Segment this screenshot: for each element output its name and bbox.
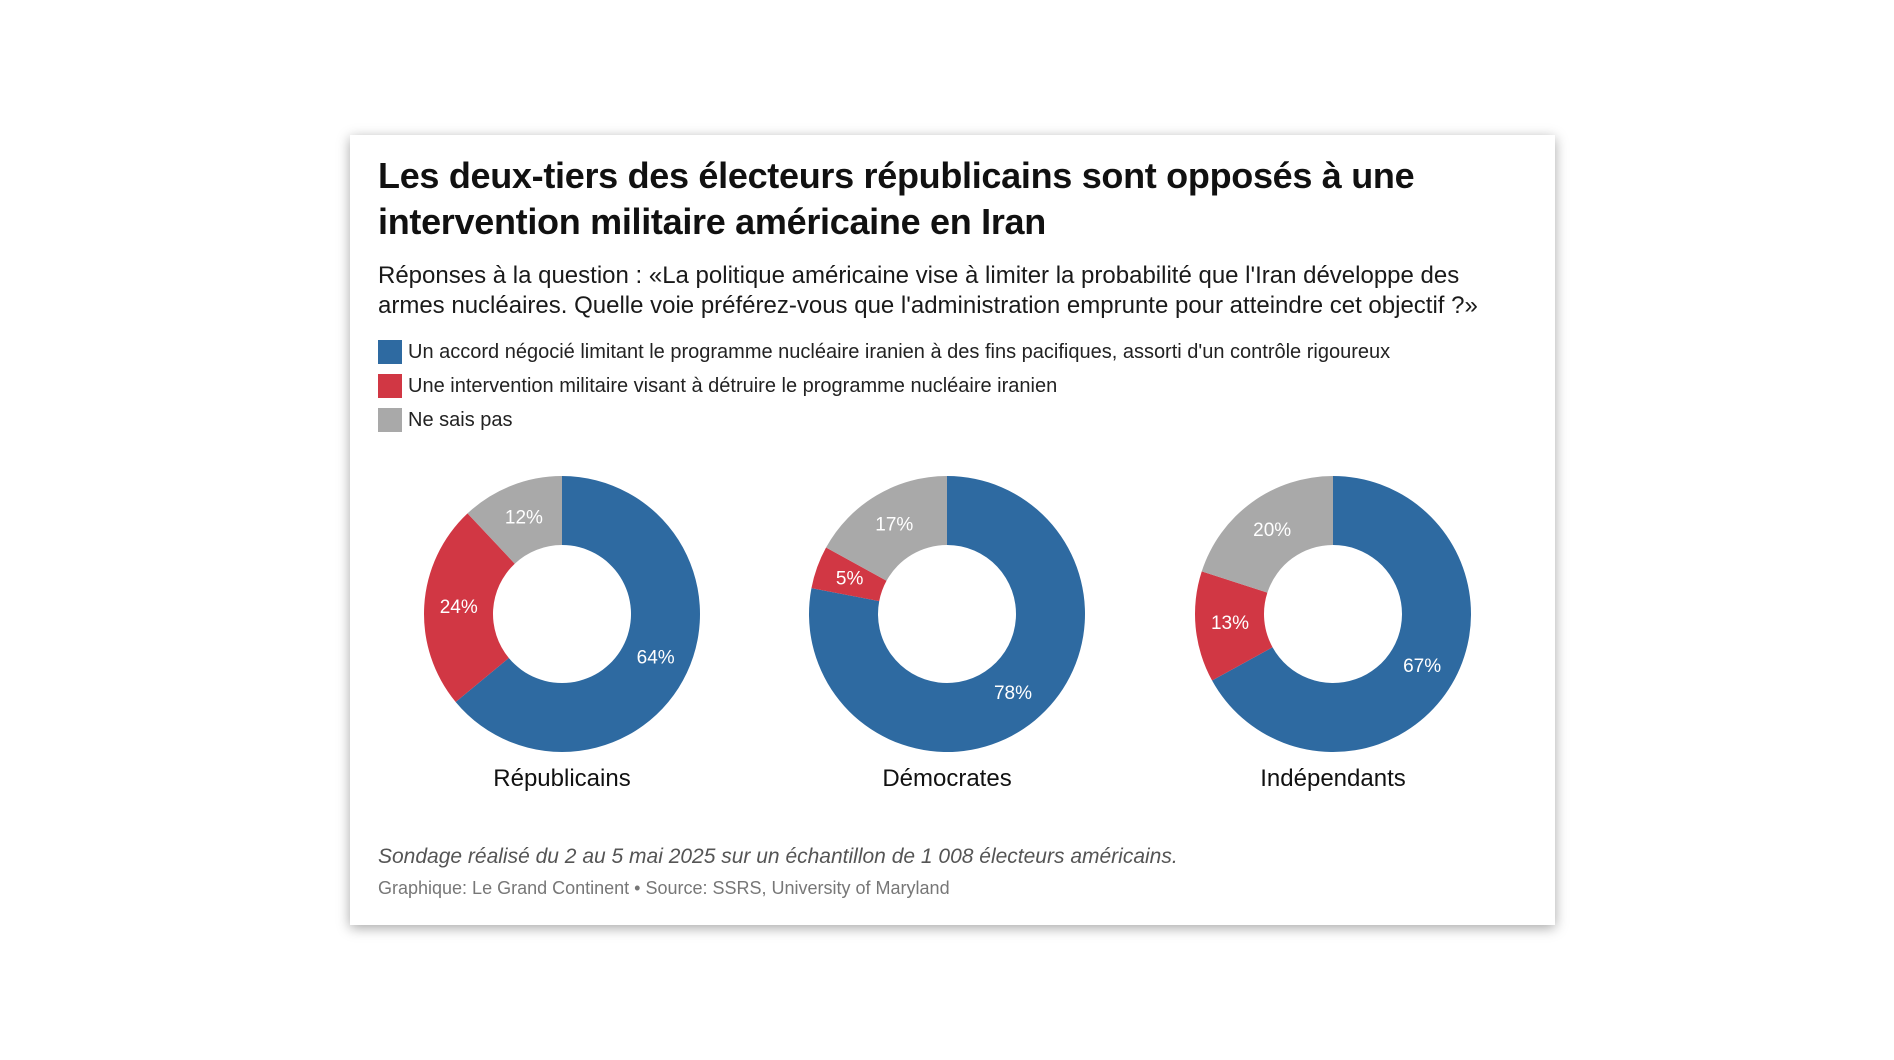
slice-label-intervention: 24%: [440, 597, 478, 618]
chart-header: Les deux-tiers des électeurs républicain…: [378, 153, 1527, 437]
slice-ne-sais-pas: [467, 476, 562, 564]
slice-intervention: [811, 547, 887, 602]
legend: Un accord négocié limitant le programme …: [378, 335, 1527, 437]
slice-accord: [1212, 476, 1471, 752]
source-credit: Graphique: Le Grand Continent • Source: …: [378, 878, 950, 898]
slice-label-accord: 67%: [1403, 656, 1441, 677]
slice-accord: [809, 476, 1085, 752]
slice-accord: [455, 476, 700, 752]
survey-note: Sondage réalisé du 2 au 5 mai 2025 sur u…: [378, 845, 1178, 868]
slice-ne-sais-pas: [1201, 476, 1333, 593]
slice-ne-sais-pas: [826, 476, 947, 581]
legend-item-ne-sais-pas: Ne sais pas: [378, 403, 1527, 437]
chart-subtitle: Réponses à la question : «La politique a…: [378, 262, 1478, 319]
legend-swatch-intervention: [378, 374, 402, 398]
donut-démocrates: 78% 5% 17% Démocrates: [809, 476, 1085, 792]
donut-charts-svg: 64% 24% 12% Républicains 78% 5% 17% Démocrates 6…: [424, 476, 1471, 792]
legend-swatch-accord: [378, 340, 402, 364]
chart-title: Les deux-tiers des électeurs républicain…: [378, 155, 1415, 242]
chart-card: Les deux-tiers des électeurs républicain…: [350, 135, 1555, 925]
slice-intervention: [424, 513, 515, 702]
slice-intervention: [1195, 571, 1273, 681]
donut-républicains: 64% 24% 12% Républicains: [424, 476, 700, 792]
group-label: Démocrates: [882, 765, 1011, 792]
legend-item-accord: Un accord négocié limitant le programme …: [378, 335, 1527, 369]
slice-label-ne-sais-pas: 17%: [875, 514, 913, 535]
slice-label-ne-sais-pas: 20%: [1253, 520, 1291, 541]
slice-label-accord: 64%: [637, 648, 675, 669]
legend-label-ne-sais-pas: Ne sais pas: [408, 408, 513, 431]
legend-item-intervention: Une intervention militaire visant à détr…: [378, 369, 1527, 403]
legend-label-intervention: Une intervention militaire visant à détr…: [408, 374, 1058, 397]
donut-indépendants: 67% 13% 20% Indépendants: [1195, 476, 1471, 792]
slice-label-intervention: 5%: [836, 568, 864, 589]
slice-label-intervention: 13%: [1211, 613, 1249, 634]
legend-label-accord: Un accord négocié limitant le programme …: [408, 340, 1391, 363]
slice-label-accord: 78%: [994, 683, 1032, 704]
group-label: Indépendants: [1260, 765, 1405, 792]
legend-swatch-ne-sais-pas: [378, 408, 402, 432]
donut-charts: 64% 24% 12% Républicains 78% 5% 17% Démocrates 6…: [350, 465, 1555, 805]
slice-label-ne-sais-pas: 12%: [505, 507, 543, 528]
group-label: Républicains: [493, 765, 630, 792]
